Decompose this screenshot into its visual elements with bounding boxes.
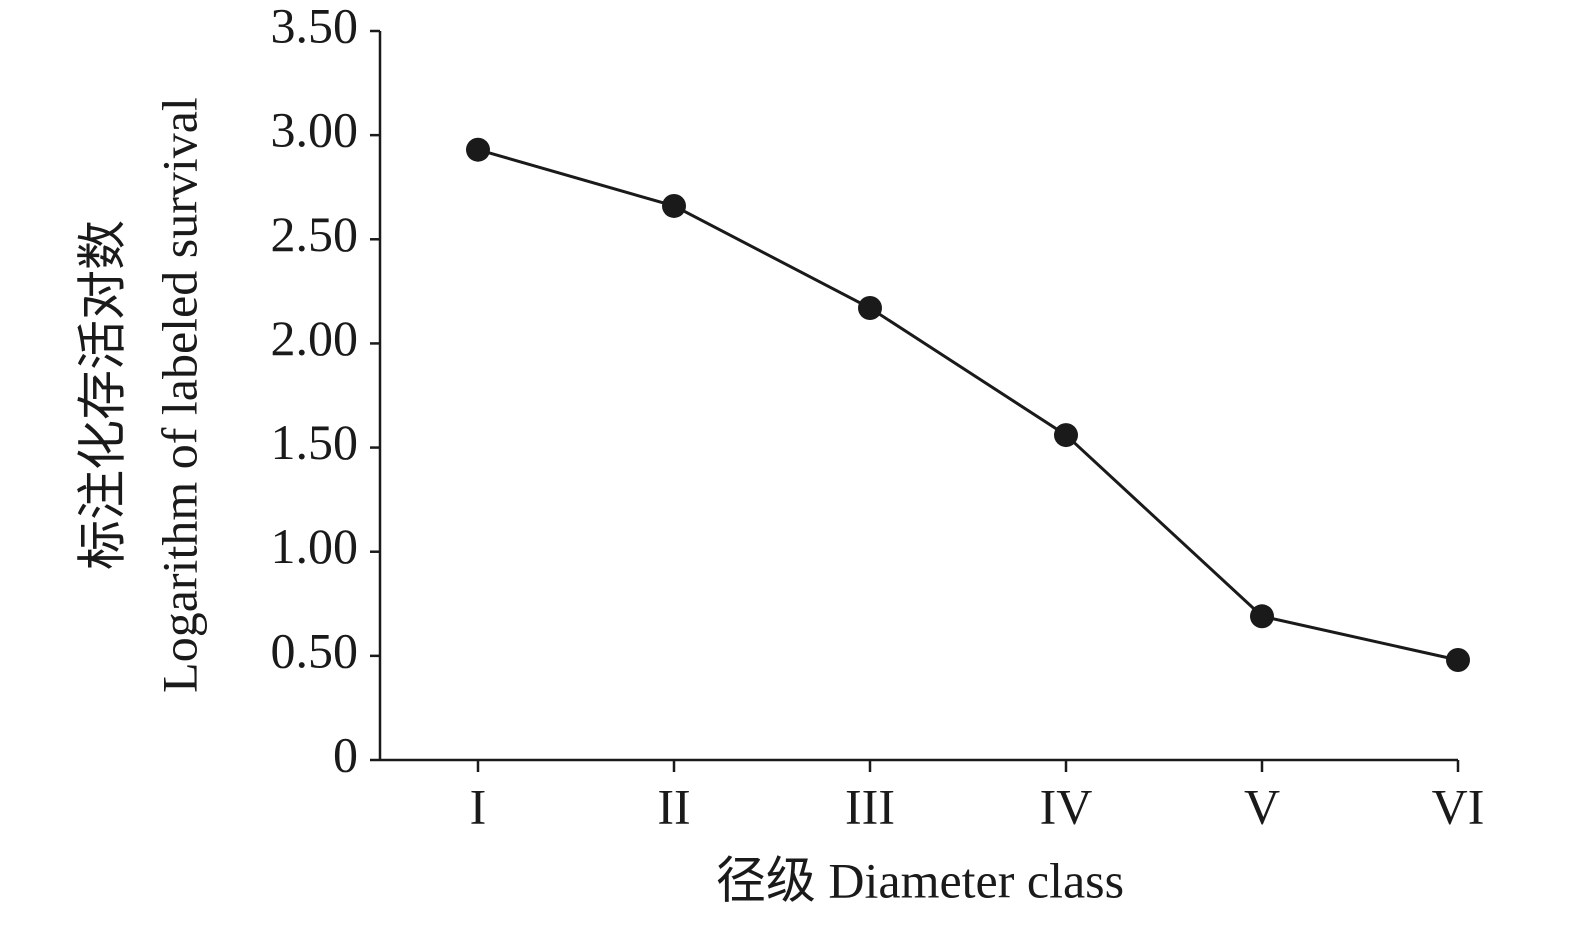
data-point — [466, 137, 490, 162]
y-tick-label: 1.50 — [271, 414, 359, 470]
y-tick-label: 2.00 — [271, 310, 359, 366]
x-tick-label: IV — [1040, 778, 1093, 834]
data-point — [1054, 423, 1078, 448]
x-tick-label: VI — [1432, 778, 1485, 834]
data-point — [858, 296, 882, 321]
x-tick-label: II — [657, 778, 690, 834]
y-tick-label: 0 — [333, 726, 358, 782]
data-point — [1446, 648, 1470, 673]
y-axis-label: 标注化存活对数 — [74, 220, 130, 570]
y-axis-label: Logarithm of labeled survival — [151, 97, 207, 693]
x-axis-label: 径级 Diameter class — [716, 852, 1124, 908]
x-tick-label: III — [845, 778, 895, 834]
data-point — [662, 193, 686, 218]
x-tick-label: I — [470, 778, 487, 834]
y-tick-label: 3.50 — [271, 0, 359, 53]
y-tick-label: 0.50 — [271, 622, 359, 678]
y-tick-label: 2.50 — [271, 206, 359, 262]
y-tick-label: 3.00 — [271, 102, 359, 158]
data-line — [477, 148, 1459, 662]
data-point — [1250, 604, 1274, 629]
x-tick-label: V — [1244, 778, 1280, 834]
y-tick-label: 1.00 — [271, 518, 359, 574]
